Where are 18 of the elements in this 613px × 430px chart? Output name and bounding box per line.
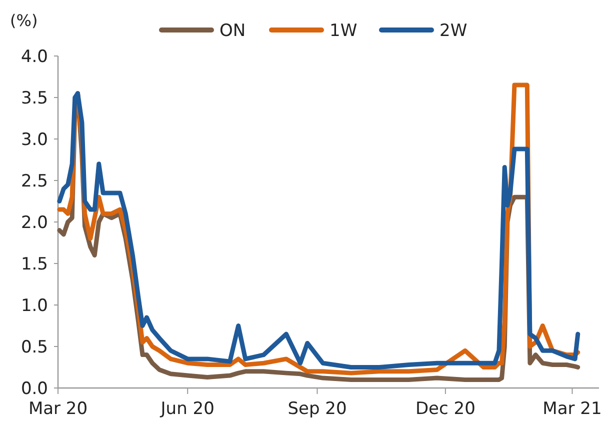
x-tick-label: Dec 20 — [415, 399, 476, 419]
y-tick-label: 1.5 — [20, 254, 48, 274]
legend-label: ON — [220, 21, 246, 41]
x-tick-label: Sep 20 — [288, 399, 347, 419]
y-axis-title: (%) — [10, 11, 38, 30]
legend-label: 1W — [330, 21, 358, 41]
y-tick-label: 3.5 — [20, 88, 48, 108]
x-tick-label: Mar 21 — [542, 399, 602, 419]
x-tick-label: Mar 20 — [28, 399, 88, 419]
y-tick-label: 2.0 — [20, 212, 48, 233]
y-tick-label: 2.5 — [20, 171, 48, 192]
legend-label: 2W — [440, 21, 468, 41]
y-tick-label: 1.0 — [20, 296, 48, 316]
y-tick-label: 3.0 — [20, 130, 48, 150]
y-tick-label: 0.5 — [20, 337, 48, 358]
x-tick-label: Jun 20 — [160, 399, 214, 419]
y-tick-label: 0.0 — [20, 378, 48, 399]
y-tick-label: 4.0 — [20, 46, 48, 67]
